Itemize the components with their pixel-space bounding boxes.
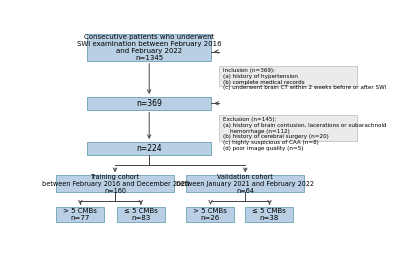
- FancyBboxPatch shape: [87, 142, 211, 155]
- Text: ≤ 5 CMBs
n=38: ≤ 5 CMBs n=38: [252, 208, 286, 221]
- FancyBboxPatch shape: [87, 97, 211, 110]
- Text: n=224: n=224: [136, 144, 162, 153]
- FancyBboxPatch shape: [87, 34, 211, 61]
- FancyBboxPatch shape: [117, 208, 165, 222]
- FancyBboxPatch shape: [56, 175, 174, 192]
- Text: Consecutive patients who underwent
SWI examination between February 2016
and Feb: Consecutive patients who underwent SWI e…: [77, 34, 222, 61]
- FancyBboxPatch shape: [245, 208, 293, 222]
- Text: Inclusion (n=369):
(a) history of hypertension
(b) complete medical records
(c) : Inclusion (n=369): (a) history of hypert…: [223, 68, 386, 90]
- FancyBboxPatch shape: [56, 208, 104, 222]
- FancyBboxPatch shape: [186, 175, 304, 192]
- FancyBboxPatch shape: [186, 208, 234, 222]
- FancyBboxPatch shape: [219, 115, 357, 141]
- Text: Training cohort
between February 2016 and December 2020
n=160: Training cohort between February 2016 an…: [42, 173, 189, 194]
- Text: Validation cohort
between January 2021 and February 2022
n=64: Validation cohort between January 2021 a…: [176, 173, 314, 194]
- Text: ≤ 5 CMBs
n=83: ≤ 5 CMBs n=83: [124, 208, 158, 221]
- Text: Exclusion (n=145):
(a) history of brain contusion, lacerations or subarachnoid
 : Exclusion (n=145): (a) history of brain …: [223, 117, 386, 151]
- Text: > 5 CMBs
n=26: > 5 CMBs n=26: [194, 208, 227, 221]
- FancyBboxPatch shape: [219, 66, 357, 86]
- Text: > 5 CMBs
n=77: > 5 CMBs n=77: [63, 208, 97, 221]
- Text: n=369: n=369: [136, 99, 162, 108]
